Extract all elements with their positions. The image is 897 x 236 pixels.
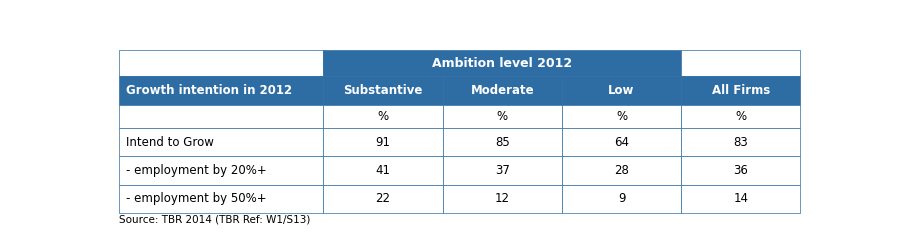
Bar xyxy=(562,128,681,156)
Text: %: % xyxy=(736,110,746,123)
Bar xyxy=(119,76,324,105)
Bar xyxy=(443,185,562,213)
Bar xyxy=(562,105,681,128)
Text: Growth intention in 2012: Growth intention in 2012 xyxy=(126,84,292,97)
Bar xyxy=(119,185,324,213)
Text: Low: Low xyxy=(608,84,635,97)
Text: Moderate: Moderate xyxy=(471,84,534,97)
Bar xyxy=(324,76,443,105)
Bar xyxy=(681,76,800,105)
Bar xyxy=(443,105,562,128)
Text: 64: 64 xyxy=(614,136,629,149)
Text: Intend to Grow: Intend to Grow xyxy=(126,136,213,149)
Bar xyxy=(681,185,800,213)
Text: 28: 28 xyxy=(614,164,629,177)
Text: %: % xyxy=(378,110,388,123)
Bar xyxy=(681,156,800,185)
Text: 91: 91 xyxy=(376,136,390,149)
Text: 85: 85 xyxy=(495,136,509,149)
Bar xyxy=(119,50,324,76)
Bar xyxy=(324,185,443,213)
Bar xyxy=(443,128,562,156)
Text: 41: 41 xyxy=(376,164,390,177)
Text: 83: 83 xyxy=(734,136,748,149)
Bar xyxy=(562,76,681,105)
Bar xyxy=(443,76,562,105)
Bar xyxy=(119,105,324,128)
Text: Ambition level 2012: Ambition level 2012 xyxy=(432,57,572,70)
Bar xyxy=(681,50,800,76)
Text: - employment by 20%+: - employment by 20%+ xyxy=(126,164,266,177)
Bar xyxy=(562,156,681,185)
Text: 9: 9 xyxy=(618,192,625,205)
Bar xyxy=(681,105,800,128)
Text: - employment by 50%+: - employment by 50%+ xyxy=(126,192,266,205)
Text: 14: 14 xyxy=(733,192,748,205)
Text: 12: 12 xyxy=(495,192,509,205)
Bar xyxy=(324,128,443,156)
Bar xyxy=(324,156,443,185)
Bar xyxy=(681,128,800,156)
Text: 22: 22 xyxy=(376,192,390,205)
Bar xyxy=(324,105,443,128)
Text: %: % xyxy=(497,110,508,123)
Bar xyxy=(443,156,562,185)
Text: All Firms: All Firms xyxy=(711,84,770,97)
Text: 37: 37 xyxy=(495,164,509,177)
Bar xyxy=(119,156,324,185)
Text: 36: 36 xyxy=(734,164,748,177)
Bar xyxy=(324,50,681,76)
Text: %: % xyxy=(616,110,627,123)
Bar xyxy=(562,185,681,213)
Text: Source: TBR 2014 (TBR Ref: W1/S13): Source: TBR 2014 (TBR Ref: W1/S13) xyxy=(119,215,310,225)
Text: Substantive: Substantive xyxy=(344,84,422,97)
Bar xyxy=(119,128,324,156)
